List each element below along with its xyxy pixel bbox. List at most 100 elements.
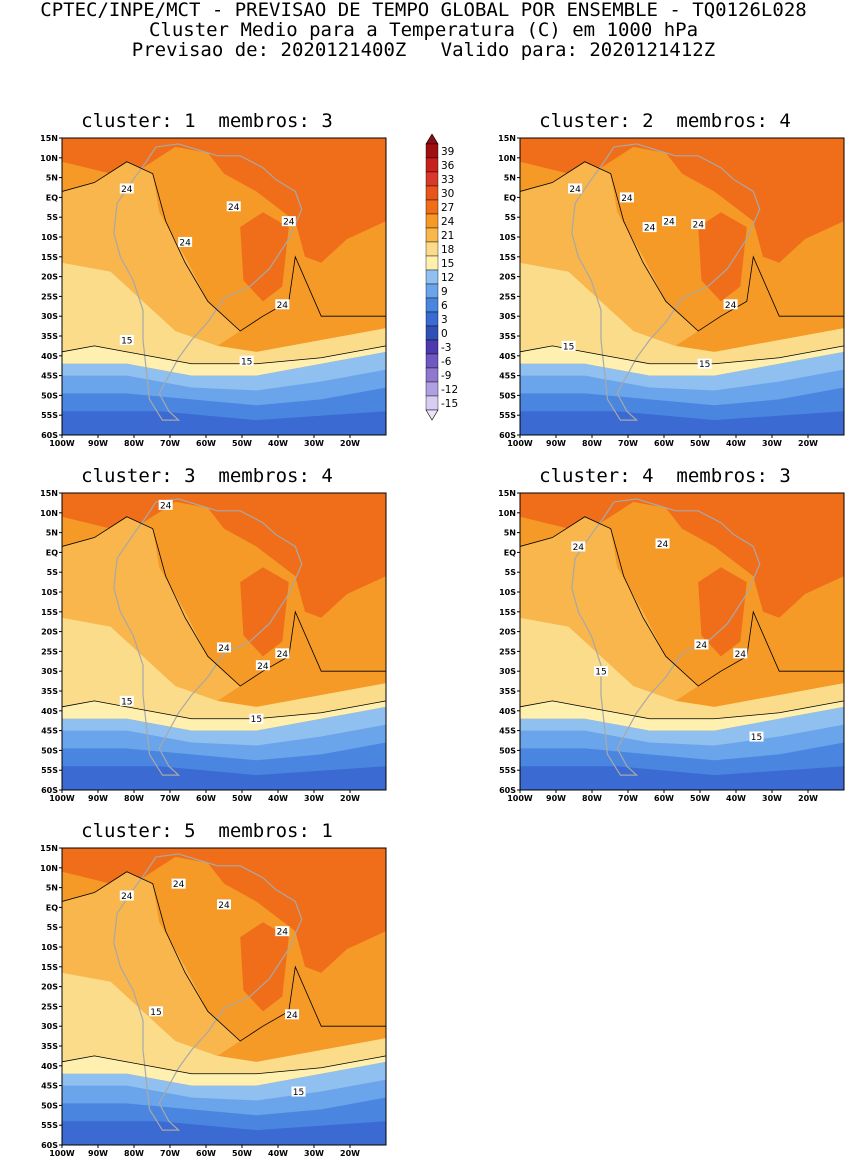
- map-panel-cluster-4: cluster: 4 membros: 3 15N 10N 5N EQ 5S 10S 15S…: [480, 465, 847, 805]
- lat-tick-label: 10S: [499, 588, 516, 597]
- lon-tick-label: 100W: [507, 439, 533, 448]
- lon-tick-label: 90W: [88, 1149, 108, 1158]
- lon-tick-label: 100W: [49, 439, 75, 448]
- lat-tick-label: 20S: [41, 983, 58, 992]
- lon-tick-label: 50W: [232, 439, 252, 448]
- lon-tick-label: 30W: [304, 1149, 324, 1158]
- lat-tick-label: 25S: [41, 1002, 58, 1011]
- lon-tick-label: 80W: [124, 794, 144, 803]
- lat-tick-label: 15S: [499, 253, 516, 262]
- contour-label: 24: [160, 501, 172, 511]
- lat-tick-label: 35S: [41, 332, 58, 341]
- coastline: [571, 498, 761, 776]
- lat-tick-label: 20S: [41, 628, 58, 637]
- lat-tick-label: 30S: [41, 312, 58, 321]
- map-panel-cluster-5: cluster: 5 membros: 1 15N 10N 5N EQ 5S 10S 15S…: [22, 820, 392, 1160]
- lat-tick-label: 15S: [41, 963, 58, 972]
- lat-tick-label: 40S: [41, 352, 58, 361]
- lat-tick-label: 25S: [499, 647, 516, 656]
- lat-tick-label: 5N: [46, 529, 58, 538]
- lon-tick-label: 100W: [49, 794, 75, 803]
- contour-label: 24: [257, 662, 269, 672]
- lat-tick-label: 10N: [498, 509, 516, 518]
- lon-tick-label: 20W: [340, 794, 360, 803]
- lat-tick-label: 30S: [41, 1022, 58, 1031]
- contour-label: 15: [751, 733, 762, 743]
- lat-tick-label: 20S: [499, 273, 516, 282]
- lat-tick-label: 5N: [46, 174, 58, 183]
- contour-label: 24: [286, 1011, 298, 1021]
- map-frame: [61, 137, 387, 436]
- lat-tick-label: 35S: [499, 332, 516, 341]
- colorbar-label: 3: [441, 314, 448, 326]
- colorbar-swatch: [425, 395, 439, 411]
- lon-tick-label: 40W: [268, 794, 288, 803]
- panel-title: cluster: 3 membros: 4: [81, 465, 333, 487]
- lat-tick-label: 25S: [41, 292, 58, 301]
- contour-label: 15: [121, 697, 132, 707]
- lat-tick-label: 5N: [504, 529, 516, 538]
- header-subtitle: Cluster Medio para a Temperatura (C) em …: [148, 19, 699, 41]
- lat-tick-label: 55S: [41, 411, 58, 420]
- contour-label: 15: [251, 715, 262, 725]
- colorbar-label: 9: [441, 286, 448, 298]
- colorbar-label: -15: [441, 398, 458, 410]
- lon-tick-label: 30W: [762, 794, 782, 803]
- colorbar-label: 18: [441, 244, 454, 256]
- lon-tick-label: 20W: [798, 794, 818, 803]
- colorbar-swatch: [425, 171, 439, 187]
- colorbar-label: 36: [441, 160, 455, 172]
- lat-tick-label: 10S: [499, 233, 516, 242]
- lat-tick-label: 40S: [41, 1062, 58, 1071]
- colorbar-label: -6: [441, 356, 452, 368]
- lon-tick-label: 50W: [690, 439, 710, 448]
- lat-tick-label: 35S: [41, 1042, 58, 1051]
- contour-label: 24: [573, 543, 585, 553]
- lon-tick-label: 70W: [618, 794, 638, 803]
- colorbar-swatch: [425, 311, 439, 327]
- colorbar-swatch: [425, 381, 439, 397]
- lat-tick-label: 5S: [47, 213, 59, 222]
- lon-tick-label: 40W: [268, 439, 288, 448]
- map-panel-cluster-1: cluster: 1 membros: 3 15N 10N 5N EQ 5S 10S 15S…: [22, 110, 392, 450]
- lon-tick-label: 90W: [88, 439, 108, 448]
- contour-label: 24: [644, 224, 656, 234]
- lat-tick-label: 10S: [41, 588, 58, 597]
- lat-tick-label: EQ: [46, 903, 58, 912]
- lon-tick-label: 90W: [88, 794, 108, 803]
- lat-tick-label: EQ: [504, 193, 516, 202]
- header-title: CPTEC/INPE/MCT - PREVISAO DE TEMPO GLOBA…: [40, 0, 807, 21]
- lon-tick-label: 90W: [546, 794, 566, 803]
- lat-tick-label: 15N: [40, 844, 58, 853]
- temperature-map: 15N 10N 5N EQ 5S 10S 15S 20S 25S 30S 35S 40S 45S 50S 5…: [40, 489, 387, 803]
- colorbar-swatch: [425, 325, 439, 341]
- coastline: [113, 498, 303, 776]
- colorbar-label: 24: [441, 216, 455, 228]
- lat-tick-label: 50S: [41, 391, 58, 400]
- map-frame: [519, 492, 845, 791]
- lon-tick-label: 70W: [160, 1149, 180, 1158]
- colorbar-swatch: [425, 227, 439, 243]
- lat-tick-label: 35S: [499, 687, 516, 696]
- colorbar-label: 33: [441, 174, 454, 186]
- lat-tick-label: 60S: [499, 786, 516, 795]
- temperature-field: [62, 138, 386, 435]
- lat-tick-label: 40S: [499, 352, 516, 361]
- lat-tick-label: EQ: [504, 548, 516, 557]
- map-frame: [61, 492, 387, 791]
- lat-tick-label: 45S: [41, 727, 58, 736]
- colorbar-swatch: [425, 353, 439, 369]
- lat-tick-label: 55S: [499, 766, 516, 775]
- lat-tick-label: 45S: [499, 727, 516, 736]
- colorbar-swatch: [425, 185, 439, 201]
- lon-tick-label: 20W: [340, 439, 360, 448]
- contour-label: 15: [699, 360, 710, 370]
- lon-tick-label: 80W: [124, 1149, 144, 1158]
- colorbar-swatch: [425, 255, 439, 271]
- panel-title: cluster: 4 membros: 3: [539, 465, 791, 487]
- lon-tick-label: 60W: [196, 1149, 216, 1158]
- lon-tick-label: 60W: [654, 439, 674, 448]
- colorbar-swatch: [425, 283, 439, 299]
- lat-tick-label: 15N: [40, 489, 58, 498]
- colorbar-swatch: [425, 213, 439, 229]
